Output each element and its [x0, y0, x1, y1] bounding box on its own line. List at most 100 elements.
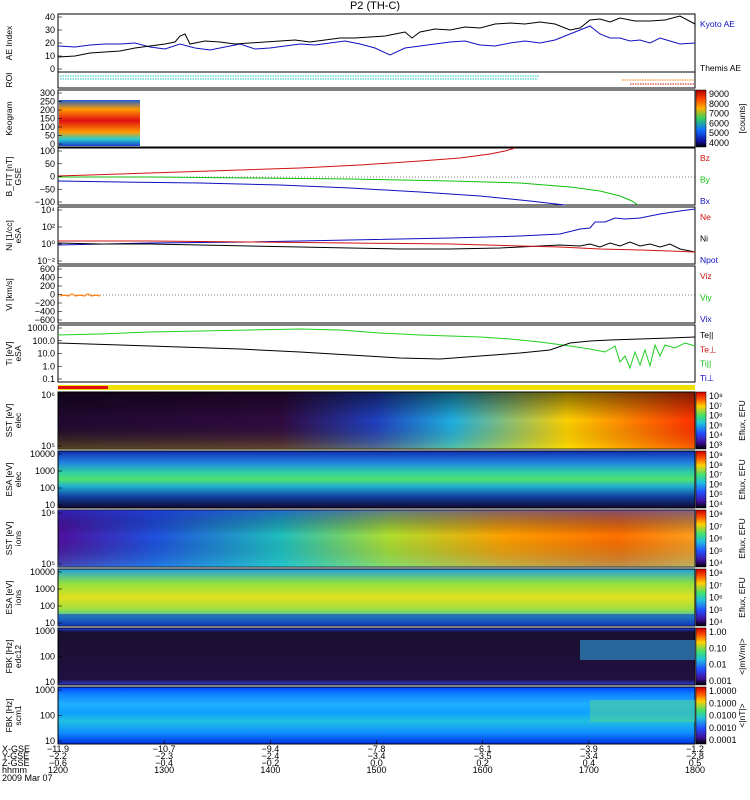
panel-ylabel: Ni [1/cc]	[4, 220, 14, 251]
by-line	[58, 176, 639, 206]
y-tick-label: −400	[35, 307, 55, 317]
x-tick-z-value: −0.6	[49, 758, 67, 768]
legend-entry: Viz	[700, 271, 712, 281]
x-tick-t-value: 1700	[579, 765, 599, 775]
colorbar-label: Eflux, EFU	[737, 400, 747, 441]
x-tick-x-value: −6.1	[474, 744, 492, 754]
legend-entry: Themis AE	[700, 63, 741, 73]
colorbar-tick-label: 0.0001	[709, 735, 737, 745]
y-tick-label: 1000	[35, 626, 55, 636]
colorbar-tick-label: 10⁸	[709, 568, 723, 578]
colorbar-tick-label: 6000	[709, 118, 729, 128]
panel-ylabel-sub: eSA	[13, 345, 23, 361]
panel-ylabel: ESA [eV]	[4, 462, 14, 496]
x-row-label: Z-GSE	[2, 758, 30, 768]
y-tick-label: 50	[45, 131, 55, 141]
x-tick-y-value: −2.2	[49, 751, 67, 761]
colorbar-tick-label: 10⁴	[709, 499, 723, 509]
y-tick-label: 10000	[30, 567, 55, 577]
vi-burst	[59, 293, 101, 297]
bz-line	[57, 147, 516, 177]
y-tick-label: 200	[40, 105, 55, 115]
panel-ylabel-sub: elec	[13, 471, 23, 487]
vi-panel	[57, 265, 696, 324]
y-tick-label: 100	[40, 711, 55, 721]
x-tick-y-value: −2.4	[261, 751, 279, 761]
y-tick-label: 10²	[42, 222, 55, 232]
y-tick-label: 10	[45, 618, 55, 628]
y-tick-label: 300	[40, 88, 55, 98]
x-tick-y-value: −3.5	[474, 751, 492, 761]
ti-panel	[57, 324, 696, 383]
x-tick-x-value: −9.4	[261, 744, 279, 754]
colorbar-tick-label: 10⁵	[709, 605, 723, 615]
kyoto-ae-line	[57, 25, 696, 56]
fbk-scm-panel	[57, 686, 707, 745]
y-tick-label: 10.0	[37, 349, 55, 359]
y-tick-label: −50	[40, 184, 55, 194]
panel-ylabel-sub: elec	[13, 412, 23, 428]
colorbar-tick-label: 10⁶	[709, 593, 723, 603]
colorbar-tick-label: 1.00	[709, 627, 727, 637]
bx-line	[57, 180, 566, 206]
y-tick-label: 250	[40, 97, 55, 107]
x-tick-y-value: −2.8	[686, 751, 704, 761]
legend-entry: Npot	[700, 255, 719, 265]
colorbar-tick-label: 7000	[709, 109, 729, 119]
panel-ylabel-sub: edc12	[13, 645, 23, 668]
legend-entry: By	[700, 175, 711, 185]
keogram-image	[59, 100, 140, 146]
y-tick-label: 1000	[35, 584, 55, 594]
fbk-edc-panel	[57, 627, 707, 686]
colorbar-tick-label: 10⁵	[709, 489, 723, 499]
y-tick-label: 0	[50, 290, 55, 300]
y-tick-label: 10000	[30, 449, 55, 459]
panel-ylabel: Keogram	[4, 101, 14, 136]
sst-ions-panel	[57, 509, 707, 568]
x-row-label: Y-GSE	[2, 751, 29, 761]
x-row-label: 2009 Mar 07	[2, 773, 53, 783]
sst-elec-panel	[57, 391, 707, 450]
y-tick-label: 1000	[35, 685, 55, 695]
x-tick-t-value: 1800	[685, 765, 705, 775]
y-tick-label: 10	[45, 677, 55, 687]
colorbar-tick-label: 10⁸	[709, 391, 723, 401]
panel-ylabel-sub: scm1	[13, 705, 23, 726]
colorbar-tick-label: 10⁶	[709, 479, 723, 489]
x-tick-z-value: 0.5	[689, 758, 702, 768]
y-tick-label: −200	[35, 298, 55, 308]
ne-line	[58, 240, 696, 253]
colorbar-tick-label: 10⁹	[709, 450, 723, 460]
x-tick-y-value: −3.4	[368, 751, 386, 761]
panel-ylabel: ESA [eV]	[4, 580, 14, 614]
roi-panel	[57, 71, 696, 89]
y-tick-label: 20	[45, 38, 55, 48]
y-tick-label: −100	[35, 197, 55, 207]
colorbar-tick-label: 0.1000	[709, 698, 737, 708]
legend-entry: Vix	[700, 314, 712, 324]
y-tick-label: 50	[45, 159, 55, 169]
ni-panel	[57, 206, 696, 265]
panel-ylabel-sub: GSE	[13, 167, 23, 185]
colorbar-tick-label: 10⁷	[709, 580, 722, 590]
colorbar-tick-label: 10⁸	[709, 509, 723, 519]
colorbar-tick-label: 10⁶	[709, 411, 723, 421]
npot-line	[57, 208, 696, 246]
plot-title: P2 (TH-C)	[350, 0, 400, 12]
mode-bar	[58, 385, 695, 390]
y-tick-label: 10⁰	[41, 239, 55, 249]
legend-entry: Ne	[700, 212, 711, 222]
colorbar-tick-label: 10⁴	[709, 558, 723, 568]
x-tick-x-value: −7.8	[368, 744, 386, 754]
x-tick-z-value: 0.2	[476, 758, 489, 768]
ae-panel	[57, 13, 696, 73]
colorbar-label: [counts]	[737, 104, 747, 134]
panel-ylabel: B_FIT [nT]	[4, 157, 14, 197]
te-par-line	[57, 336, 696, 360]
colorbar-tick-label: 0.0010	[709, 723, 737, 733]
x-tick-z-value: −0.2	[261, 758, 279, 768]
colorbar-tick-label: 8000	[709, 99, 729, 109]
colorbar-tick-label: 10⁴	[709, 430, 723, 440]
x-tick-x-value: −10.7	[153, 744, 176, 754]
